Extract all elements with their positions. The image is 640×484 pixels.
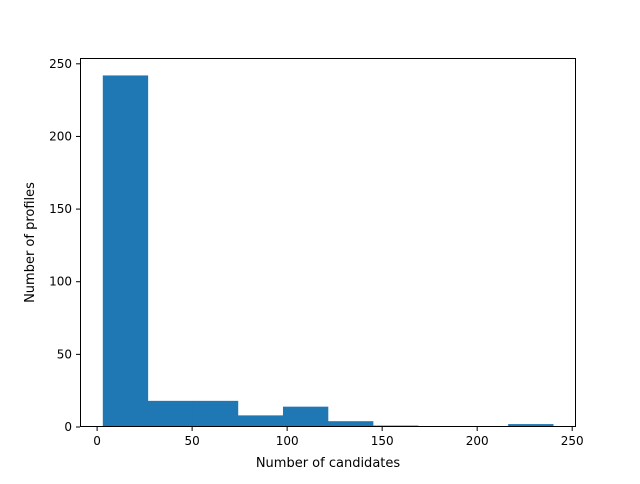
- y-tick-label: 150: [49, 202, 72, 216]
- histogram-bar: [192, 400, 239, 427]
- histogram-bar: [237, 415, 284, 427]
- histogram-bar: [282, 406, 329, 427]
- x-tick-label: 0: [93, 434, 101, 448]
- plot-frame: [80, 58, 576, 427]
- x-tick-label: 100: [276, 434, 299, 448]
- y-axis-ticks: 0 50 100 150 200 250: [49, 57, 80, 434]
- y-tick-label: 50: [57, 347, 72, 361]
- histogram-bar: [147, 400, 194, 427]
- y-tick-label: 250: [49, 57, 72, 71]
- x-tick-label: 200: [466, 434, 489, 448]
- histogram-bar: [102, 75, 149, 428]
- x-axis-ticks: 0 50 100 150 200 250: [93, 427, 584, 448]
- y-axis-label: Number of profiles: [23, 182, 38, 303]
- y-tick-label: 0: [64, 420, 72, 434]
- y-tick-label: 200: [49, 129, 72, 143]
- x-tick-label: 250: [561, 434, 584, 448]
- x-tick-label: 50: [184, 434, 199, 448]
- plot-area: [80, 58, 576, 427]
- histogram-bar: [328, 421, 374, 427]
- x-axis-label: Number of candidates: [256, 456, 401, 471]
- histogram-bar: [508, 424, 554, 427]
- x-tick-label: 150: [371, 434, 394, 448]
- y-tick-label: 100: [49, 275, 72, 289]
- bars-layer: [102, 75, 554, 428]
